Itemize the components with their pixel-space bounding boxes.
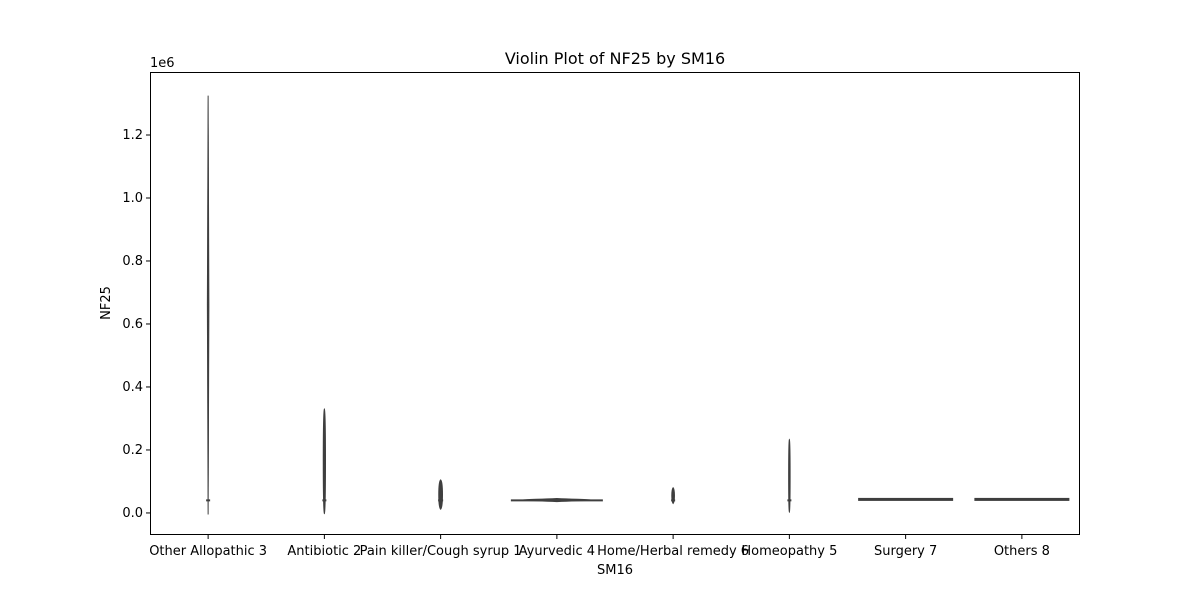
violin-body (788, 438, 791, 514)
violin-body (974, 497, 1070, 501)
violin-body (858, 497, 954, 501)
x-tick-label: Others 8 (994, 544, 1050, 559)
x-tick-label: Ayurvedic 4 (519, 544, 595, 559)
x-tick-label: Homeopathy 5 (741, 544, 837, 559)
y-tick-label: 0.4 (122, 380, 143, 395)
y-tick-label: 1.2 (122, 128, 143, 143)
violin-body (322, 408, 326, 515)
x-tick-label: Surgery 7 (874, 544, 937, 559)
y-tick-label: 0.2 (122, 443, 143, 458)
chart-title: Violin Plot of NF25 by SM16 (505, 49, 725, 68)
x-axis-label: SM16 (597, 563, 633, 578)
x-tick-label: Antibiotic 2 (287, 544, 361, 559)
x-tick-label: Other Allopathic 3 (149, 544, 267, 559)
plot-frame (150, 72, 1080, 535)
x-tick-label: Pain killer/Cough syrup 1 (360, 544, 522, 559)
y-tick-label: 0.0 (122, 506, 143, 521)
y-offset-label: 1e6 (150, 56, 175, 71)
y-axis: 0.0 0.2 0.4 0.6 0.8 1.0 1.2 (122, 128, 150, 521)
y-tick-label: 0.8 (122, 254, 143, 269)
y-tick-label: 1.0 (122, 191, 143, 206)
violin-layer (206, 94, 1070, 516)
violin-body (438, 479, 443, 510)
x-tick-label: Home/Herbal remedy 6 (597, 544, 749, 559)
y-axis-label: NF25 (99, 286, 114, 320)
violin-body (206, 94, 210, 516)
y-tick-label: 0.6 (122, 317, 143, 332)
